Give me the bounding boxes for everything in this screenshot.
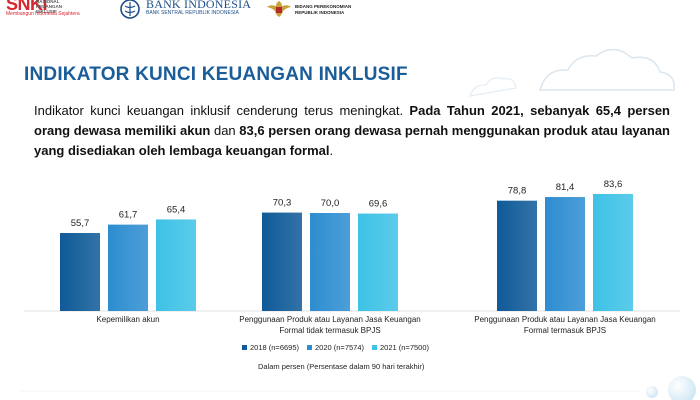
bar-2020-cat0 bbox=[108, 224, 148, 311]
intro-text-bold-1: Pada Tahun 2021, sebanyak 65,4 persen or… bbox=[34, 103, 670, 138]
bar-2021-cat0 bbox=[156, 219, 196, 311]
decorative-bubble-icon-small bbox=[646, 386, 658, 398]
legend-swatch-2018 bbox=[242, 344, 247, 350]
page-title: INDIKATOR KUNCI KEUANGAN INKLUSIF bbox=[24, 64, 408, 85]
government-line1: BIDANG PEREKONOMIAN bbox=[295, 4, 352, 9]
category-label-termasuk-bpjs: Penggunaan Produk atau Layanan Jasa Keua… bbox=[474, 315, 656, 335]
data-label-2020-cat2: 81,4 bbox=[556, 182, 575, 193]
garuda-emblem-icon bbox=[267, 1, 291, 17]
data-label-2018-cat1: 70,3 bbox=[273, 198, 292, 209]
decorative-bubble-icon bbox=[668, 376, 696, 400]
data-label-2020-cat0: 61,7 bbox=[119, 210, 138, 221]
data-label-2021-cat2: 83,6 bbox=[604, 179, 623, 190]
bar-2020-cat2 bbox=[545, 197, 585, 311]
snki-logo-sub: NASIONAL KEUANGAN INKLUSIF bbox=[36, 0, 63, 14]
intro-text-end: . bbox=[329, 143, 334, 158]
bar-2018-cat1 bbox=[262, 212, 302, 311]
intro-text-plain: Indikator kunci keuangan inklusif cender… bbox=[34, 103, 410, 118]
data-label-2018-cat0: 55,7 bbox=[71, 218, 90, 229]
decorative-cloud-icon-2 bbox=[469, 77, 517, 97]
legend-item-2018: 2018 (n=6695) bbox=[242, 343, 299, 352]
government-line2: REPUBLIK INDONESIA bbox=[295, 10, 345, 15]
header-bar bbox=[0, 0, 700, 22]
chart-footnote: Dalam persen (Persentase dalam 90 hari t… bbox=[258, 362, 425, 371]
category-label-tidak-termasuk-bpjs: Penggunaan Produk atau Layanan Jasa Keua… bbox=[239, 315, 421, 335]
snki-logo-text: SNKI bbox=[6, 0, 48, 14]
intro-text-mid: dan bbox=[210, 123, 240, 138]
bar-2021-cat2 bbox=[593, 193, 633, 311]
intro-text-bold-2: 83,6 persen orang dewasa pernah mengguna… bbox=[34, 123, 670, 158]
legend-swatch-2020 bbox=[307, 344, 312, 350]
bank-indonesia-subtitle: BANK SENTRAL REPUBLIK INDONESIA bbox=[146, 10, 239, 16]
data-label-2020-cat1: 70,0 bbox=[321, 198, 340, 209]
bar-2018-cat0 bbox=[60, 233, 100, 311]
data-label-2021-cat1: 69,6 bbox=[369, 199, 388, 210]
snki-logo: SNKI NASIONAL KEUANGAN INKLUSIF Membangu… bbox=[6, 0, 106, 22]
legend-label-2018: 2018 (n=6695) bbox=[250, 342, 299, 352]
snki-tagline: Membangun Indonesia Sejahtera bbox=[6, 11, 80, 17]
legend-item-2021: 2021 (n=7500) bbox=[372, 343, 429, 352]
bar-2018-cat2 bbox=[497, 200, 537, 311]
decorative-cloud-icon bbox=[539, 48, 675, 91]
bar-2020-cat1 bbox=[310, 213, 350, 311]
legend-swatch-2021 bbox=[372, 344, 377, 350]
bank-indonesia-name: BANK INDONESIA bbox=[146, 0, 252, 11]
category-label-kepemilikan-akun: Kepemilikan akun bbox=[96, 315, 160, 324]
bank-indonesia-emblem-icon bbox=[120, 0, 140, 19]
legend-label-2021: 2021 (n=7500) bbox=[380, 342, 429, 352]
government-logo: BIDANG PEREKONOMIAN REPUBLIK INDONESIA bbox=[266, 0, 386, 20]
intro-paragraph: Indikator kunci keuangan inklusif cender… bbox=[34, 101, 670, 161]
legend-item-2020: 2020 (n=7574) bbox=[307, 343, 364, 352]
chart-legend: 2018 (n=6695) 2020 (n=7574) 2021 (n=7500… bbox=[242, 341, 429, 353]
data-label-2018-cat2: 78,8 bbox=[508, 186, 527, 197]
legend-label-2020: 2020 (n=7574) bbox=[315, 342, 364, 352]
bank-indonesia-logo: BANK INDONESIA BANK SENTRAL REPUBLIK IND… bbox=[118, 0, 258, 20]
bar-2021-cat1 bbox=[358, 213, 398, 311]
data-label-2021-cat0: 65,4 bbox=[167, 204, 186, 215]
